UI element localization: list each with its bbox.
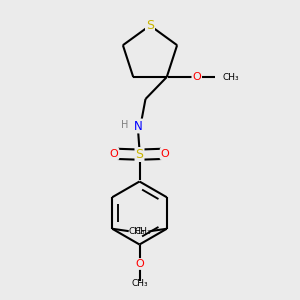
- Text: H: H: [121, 119, 128, 130]
- Text: S: S: [146, 19, 154, 32]
- Text: O: O: [135, 259, 144, 269]
- Text: CH₃: CH₃: [131, 279, 148, 288]
- Text: CH₃: CH₃: [134, 227, 151, 236]
- Text: CH₃: CH₃: [222, 73, 239, 82]
- Text: O: O: [110, 149, 118, 159]
- Text: S: S: [136, 148, 143, 161]
- Text: N: N: [134, 119, 142, 133]
- Text: O: O: [192, 72, 201, 82]
- Text: CH₃: CH₃: [128, 227, 145, 236]
- Text: O: O: [160, 149, 169, 159]
